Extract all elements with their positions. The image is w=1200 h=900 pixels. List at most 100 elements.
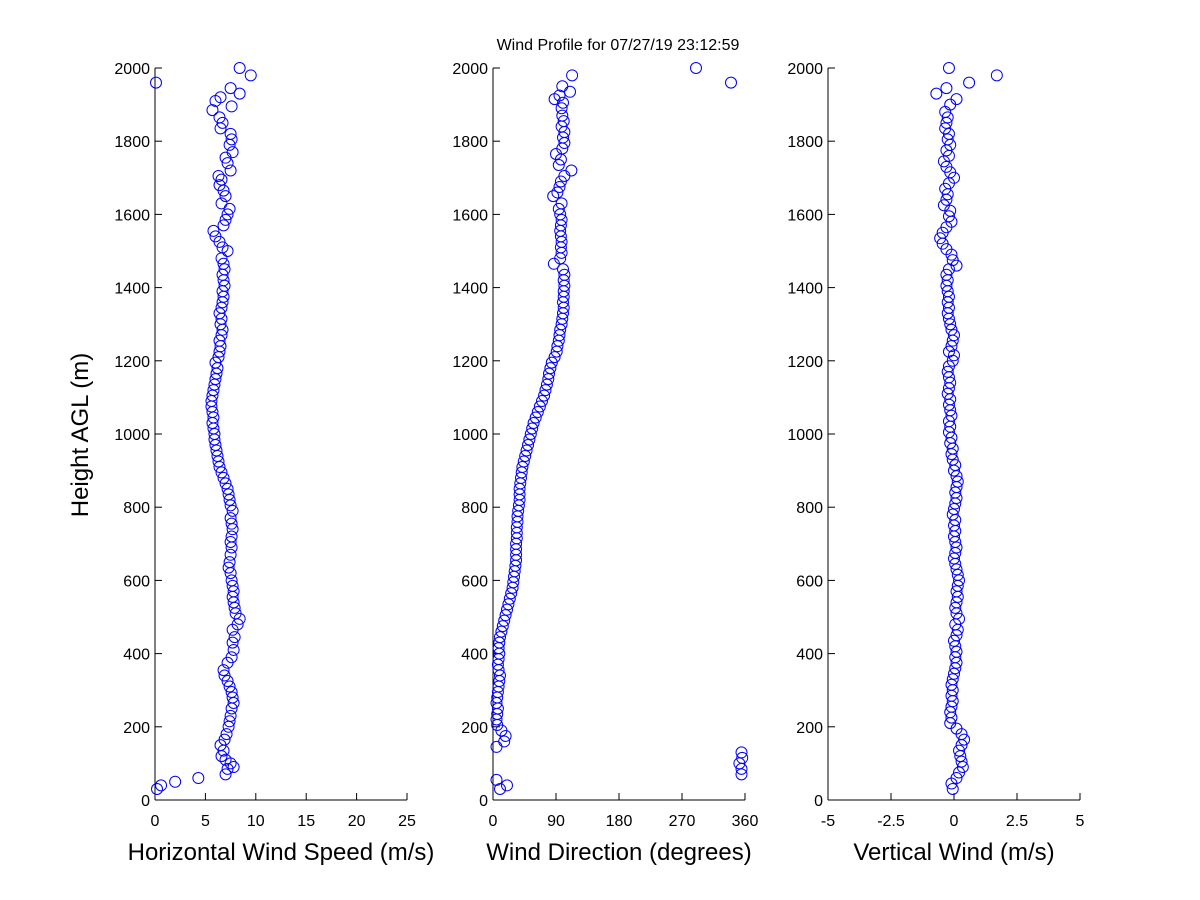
data-point: [555, 213, 568, 226]
data-point: [552, 202, 565, 215]
data-point: [942, 210, 955, 223]
data-point: [225, 100, 238, 113]
data-point: [219, 213, 232, 226]
data-point: [227, 761, 240, 774]
data-point: [953, 574, 966, 587]
data-point: [155, 779, 168, 792]
data-point: [945, 323, 958, 336]
data-point: [226, 636, 239, 649]
data-point: [524, 428, 537, 440]
data-point: [948, 667, 960, 680]
y-axis-label: Height AGL (m): [67, 353, 94, 518]
data-point: [557, 263, 569, 276]
data-point: [529, 411, 542, 424]
data-point: [948, 552, 960, 565]
data-point: [944, 318, 957, 331]
data-point: [940, 82, 953, 95]
data-point: [218, 733, 231, 746]
data-point: [212, 169, 225, 182]
data-point: [944, 706, 957, 719]
data-point: [226, 691, 239, 704]
data-point: [946, 783, 959, 796]
data-point: [941, 365, 954, 378]
x-tick-label: 0: [489, 813, 498, 830]
data-point: [946, 673, 959, 686]
data-point: [527, 417, 540, 430]
data-point: [224, 127, 237, 140]
data-point: [990, 69, 1003, 82]
data-point: [539, 384, 552, 397]
data-point: [220, 728, 233, 741]
y-tick-label: 1800: [452, 134, 488, 151]
data-point: [223, 202, 236, 215]
data-point: [566, 69, 579, 82]
data-point: [495, 625, 508, 638]
data-point: [217, 664, 230, 677]
x-tick-label: 20: [348, 813, 366, 830]
data-point: [940, 160, 953, 173]
y-tick-label: 0: [814, 793, 823, 810]
data-point: [490, 773, 503, 786]
data-point: [218, 263, 231, 276]
data-point: [942, 290, 955, 303]
data-point: [213, 334, 226, 347]
y-tick-label: 1200: [452, 354, 488, 371]
data-point: [948, 503, 960, 516]
data-point: [547, 190, 560, 203]
data-point: [233, 87, 246, 100]
data-point: [517, 455, 530, 468]
data-point: [225, 574, 238, 587]
data-point: [219, 768, 232, 781]
data-point: [950, 93, 963, 106]
data-point: [223, 715, 236, 728]
y-tick-label: 1400: [452, 281, 488, 298]
data-point: [940, 268, 953, 281]
x-axis-label: Wind Direction (degrees): [486, 839, 751, 866]
x-tick-label: 0: [151, 813, 160, 830]
data-point: [531, 406, 544, 419]
y-tick-label: 200: [796, 720, 823, 737]
data-point: [725, 76, 737, 89]
data-point: [565, 164, 578, 177]
data-point: [213, 111, 226, 124]
y-tick-label: 2000: [787, 61, 823, 78]
data-point: [222, 561, 235, 574]
x-tick-label: 0: [950, 813, 959, 830]
data-point: [536, 395, 548, 408]
data-point: [209, 356, 222, 369]
data-point: [945, 340, 958, 353]
x-tick-label: 5: [201, 813, 210, 830]
x-tick-label: 270: [669, 813, 696, 830]
data-point: [219, 477, 232, 490]
data-point: [949, 601, 962, 614]
data-point: [556, 109, 569, 122]
horizontal-wind-speed-panel: 0 200 400 600 800 1000 1200 1400 1600 1800 2000 0 5 1…: [114, 61, 434, 866]
data-point: [545, 356, 558, 369]
x-tick-label: 180: [606, 813, 633, 830]
x-tick-label: 360: [732, 813, 759, 830]
data-point: [558, 268, 571, 281]
data-point: [223, 556, 236, 569]
data-point: [218, 669, 231, 682]
data-point: [538, 389, 551, 402]
data-point: [215, 173, 228, 186]
y-tick-label: 1200: [787, 354, 823, 371]
data-point: [502, 598, 515, 611]
y-tick-label: 1400: [787, 281, 823, 298]
data-point: [215, 466, 228, 479]
data-point: [216, 116, 229, 129]
data-point: [955, 755, 968, 768]
data-point: [151, 783, 164, 796]
data-point: [225, 530, 238, 543]
data-point: [939, 122, 952, 135]
data-point: [937, 199, 950, 212]
data-point: [934, 232, 947, 245]
data-point: [950, 772, 963, 785]
y-tick-label: 0: [141, 793, 150, 810]
data-point: [496, 620, 509, 633]
data-point: [499, 609, 512, 622]
data-point: [219, 753, 232, 766]
data-point: [945, 409, 958, 422]
data-point: [944, 98, 957, 111]
